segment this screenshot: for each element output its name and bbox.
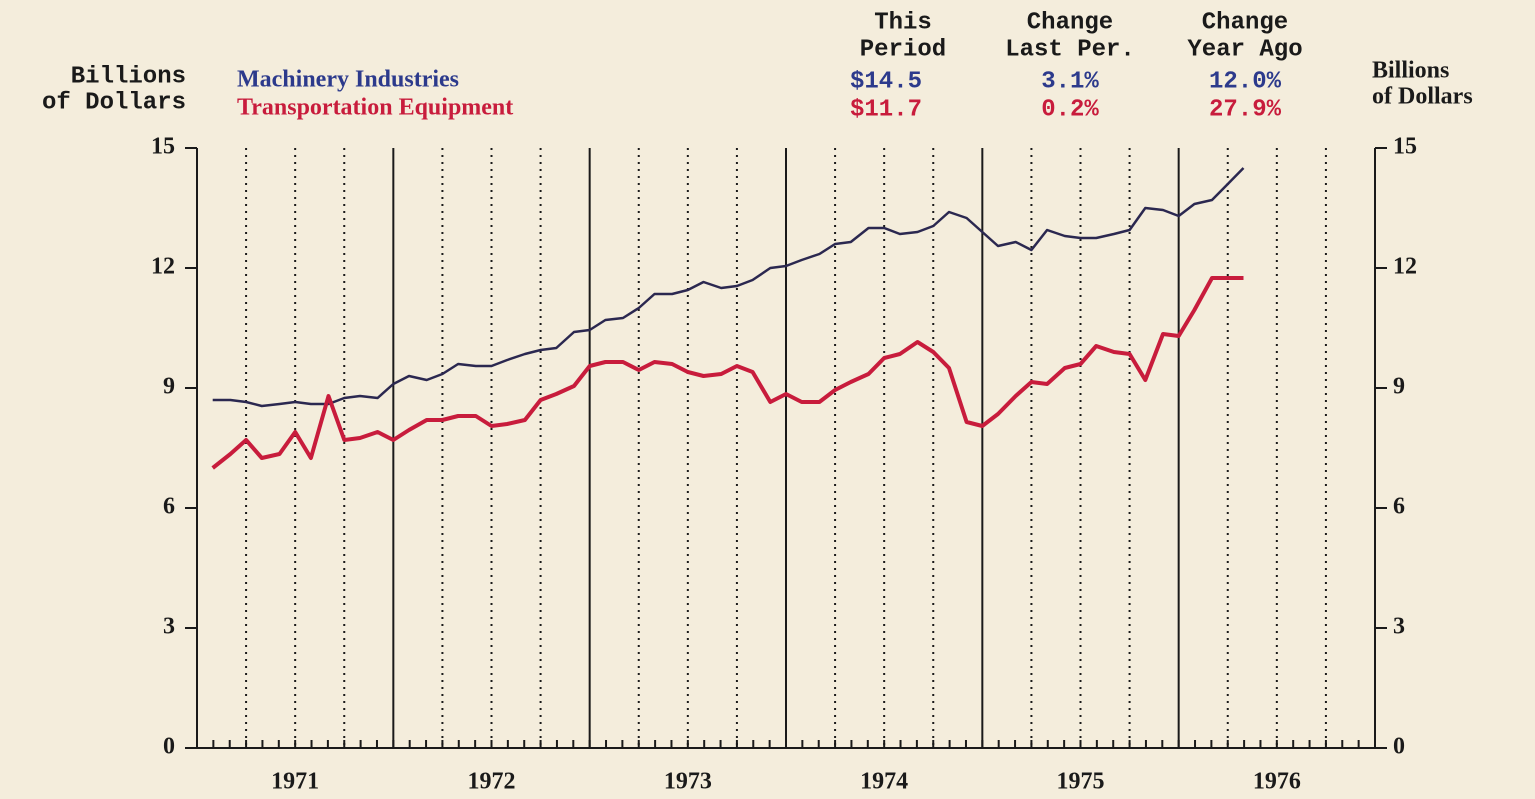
x-tick-label: 1971 bbox=[271, 769, 319, 795]
legend-label: Transportation Equipment bbox=[237, 95, 513, 121]
y2-tick-label: 3 bbox=[1393, 614, 1405, 640]
y2-tick-label: 6 bbox=[1393, 494, 1405, 520]
y-axis-label: Billions bbox=[71, 63, 186, 90]
y2-axis-label: of Dollars bbox=[1372, 84, 1473, 110]
y-tick-label: 0 bbox=[163, 734, 175, 760]
summary-header: Year Ago bbox=[1187, 36, 1302, 63]
series-line bbox=[211, 276, 1244, 470]
y-tick-label: 3 bbox=[163, 614, 175, 640]
x-tick-label: 1972 bbox=[468, 769, 516, 795]
y-axis-label: of Dollars bbox=[42, 89, 186, 116]
summary-value: $14.5 bbox=[850, 68, 922, 95]
y-tick-label: 12 bbox=[151, 254, 175, 280]
summary-value: 3.1% bbox=[1041, 68, 1099, 95]
summary-value: 12.0% bbox=[1209, 68, 1282, 95]
summary-header: Last Per. bbox=[1005, 36, 1135, 63]
x-tick-label: 1976 bbox=[1253, 769, 1301, 795]
legend-label: Machinery Industries bbox=[237, 67, 459, 93]
y-tick-label: 6 bbox=[163, 494, 175, 520]
y-tick-label: 9 bbox=[163, 374, 175, 400]
summary-header: Period bbox=[860, 36, 946, 63]
y2-tick-label: 15 bbox=[1393, 134, 1417, 160]
summary-value: 27.9% bbox=[1209, 96, 1282, 123]
y2-axis-label: Billions bbox=[1372, 58, 1449, 84]
y2-tick-label: 12 bbox=[1393, 254, 1417, 280]
summary-value: $11.7 bbox=[850, 96, 922, 123]
summary-header: Change bbox=[1202, 9, 1288, 36]
summary-value: 0.2% bbox=[1041, 96, 1099, 123]
y2-tick-label: 0 bbox=[1393, 734, 1405, 760]
y-tick-label: 15 bbox=[151, 134, 175, 160]
series-line bbox=[212, 167, 1245, 408]
summary-header: Change bbox=[1027, 9, 1113, 36]
summary-header: This bbox=[874, 9, 932, 36]
x-tick-label: 1974 bbox=[860, 769, 908, 795]
x-tick-label: 1973 bbox=[664, 769, 712, 795]
x-tick-label: 1975 bbox=[1057, 769, 1105, 795]
y2-tick-label: 9 bbox=[1393, 374, 1405, 400]
